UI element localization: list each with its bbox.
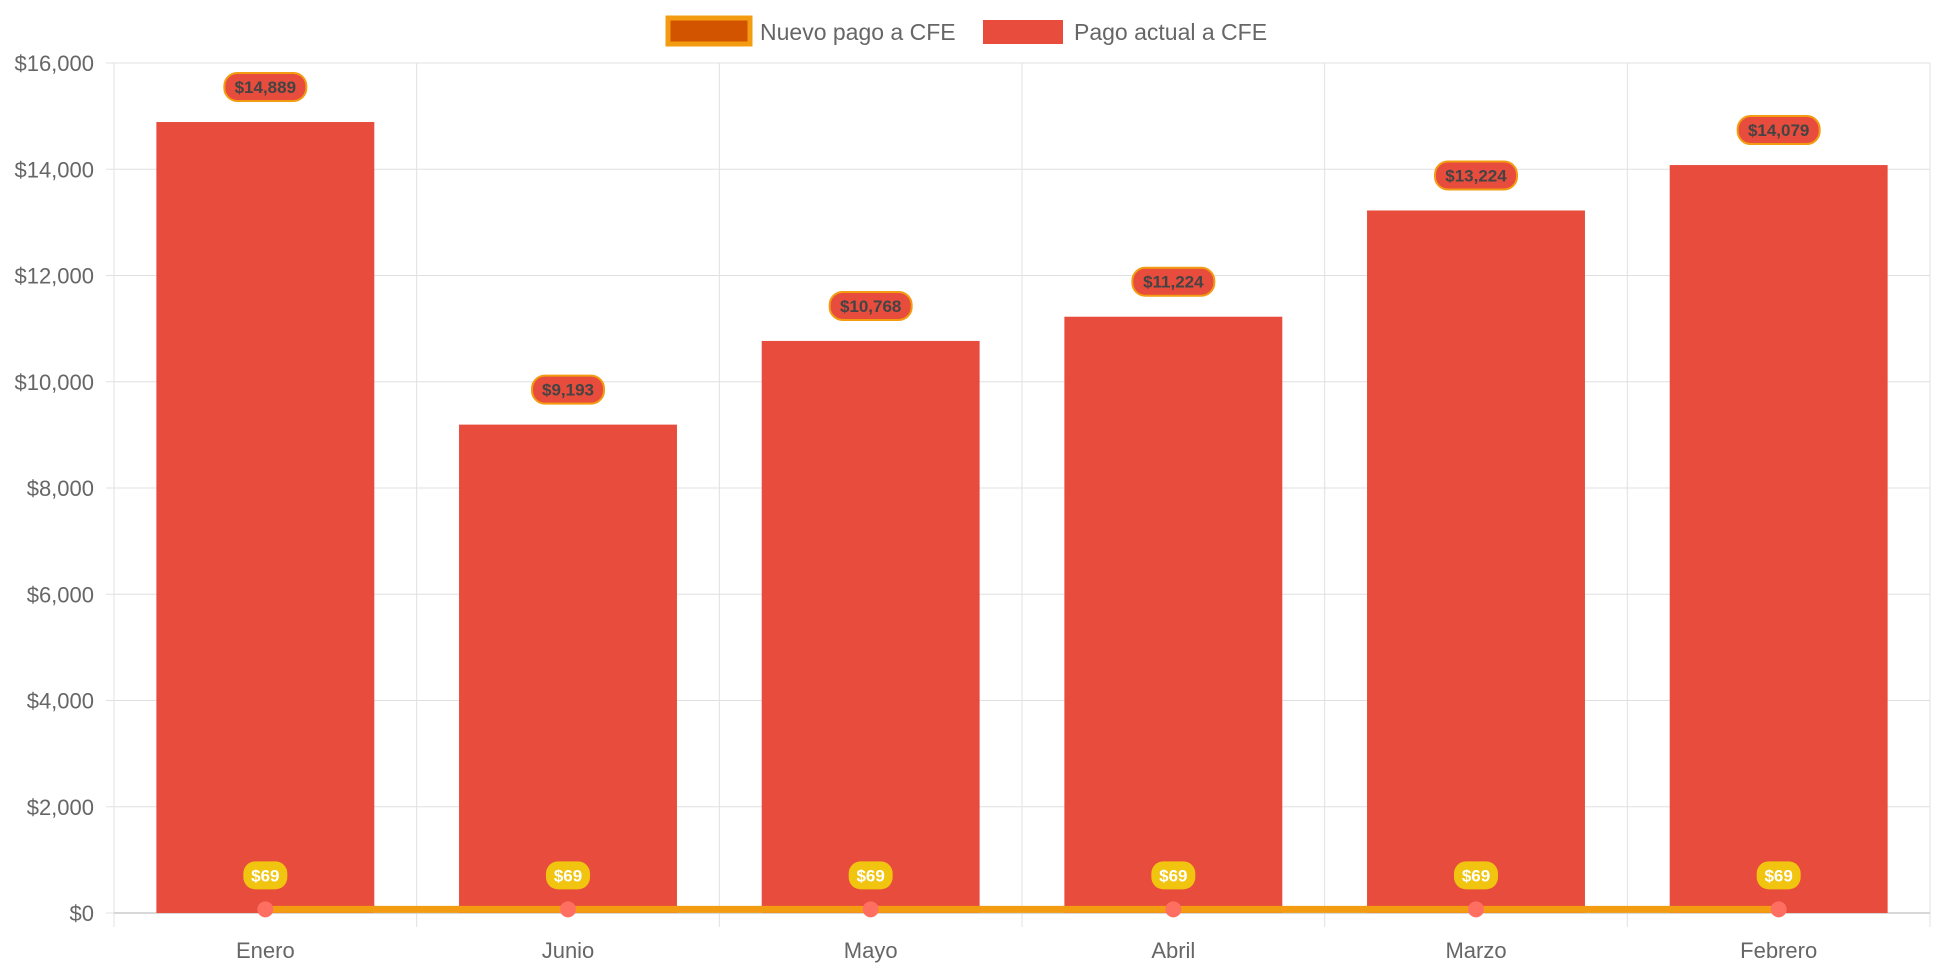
x-tick-label: Febrero	[1740, 938, 1817, 963]
y-tick-label: $0	[70, 901, 94, 926]
legend-item-pago-actual[interactable]: Pago actual a CFE	[983, 19, 1267, 45]
bar-label-badge	[828, 290, 913, 321]
line-point	[862, 901, 879, 918]
bar-value-label: $9,193	[542, 381, 594, 400]
legend-item-nuevo-pago[interactable]: Nuevo pago a CFE	[665, 15, 956, 47]
bar	[459, 424, 677, 913]
point-value-label: $69	[251, 866, 279, 885]
y-tick-label: $16,000	[14, 51, 94, 76]
chart-grid	[106, 62, 1931, 927]
bar-label-badge	[1736, 115, 1821, 146]
x-tick-label: Junio	[542, 938, 595, 963]
point-label-badge	[243, 861, 288, 890]
point-value-label: $69	[1764, 866, 1792, 885]
point-label-badge	[546, 861, 590, 890]
x-tick-label: Mayo	[844, 938, 898, 963]
data-labels: $14,889 $9,193 $10,768 $11,224 $13,224 $14,07…	[223, 72, 1821, 890]
line-point	[1468, 901, 1484, 918]
bar	[1064, 316, 1283, 914]
point-label-badge	[1756, 861, 1801, 890]
point-value-label: $69	[1462, 866, 1490, 885]
legend[interactable]: Nuevo pago a CFE Pago actual a CFE	[665, 15, 1267, 47]
point-label-badge	[848, 861, 893, 890]
bar	[761, 340, 980, 913]
legend-label-nuevo-pago: Nuevo pago a CFE	[760, 19, 956, 45]
bar-value-label: $13,224	[1445, 166, 1507, 185]
bar-label-badge	[1131, 266, 1216, 297]
x-tick-label: Enero	[236, 938, 295, 963]
legend-swatch-pago-actual	[983, 20, 1063, 44]
bar-value-label: $10,768	[840, 297, 901, 316]
bar-value-label: $14,889	[235, 78, 296, 97]
line-point	[1165, 901, 1182, 918]
line-point	[1770, 901, 1787, 918]
y-tick-label: $14,000	[14, 157, 94, 182]
bar	[156, 122, 375, 914]
bar-value-label: $11,224	[1143, 273, 1204, 292]
y-tick-label: $4,000	[27, 689, 94, 714]
x-tick-label: Abril	[1151, 938, 1195, 963]
point-value-label: $69	[856, 866, 884, 885]
point-value-label: $69	[554, 866, 582, 885]
bar-label-badge	[223, 72, 308, 103]
point-label-badge	[1454, 861, 1498, 890]
bar-label-badge	[531, 374, 605, 405]
x-tick-label: Marzo	[1445, 938, 1506, 963]
line-series	[257, 901, 1787, 918]
legend-label-pago-actual: Pago actual a CFE	[1074, 19, 1267, 45]
bar	[1367, 210, 1585, 914]
y-tick-label: $6,000	[27, 582, 94, 607]
y-tick-label: $10,000	[14, 370, 94, 395]
y-tick-label: $8,000	[27, 476, 94, 501]
chart-axes: $0 $2,000 $4,000 $6,000 $8,000 $10,000 $12,000…	[14, 51, 1930, 963]
point-value-label: $69	[1159, 866, 1187, 885]
bar	[1669, 165, 1888, 914]
bar-label-badge	[1434, 160, 1518, 191]
y-tick-label: $2,000	[27, 795, 94, 820]
point-label-badge	[1151, 861, 1196, 890]
bar-series	[156, 122, 1888, 914]
legend-swatch-nuevo-pago	[665, 15, 753, 47]
line-point	[560, 901, 576, 918]
y-tick-label: $12,000	[14, 264, 94, 289]
bar-value-label: $14,079	[1748, 121, 1809, 140]
line-point	[257, 901, 274, 918]
